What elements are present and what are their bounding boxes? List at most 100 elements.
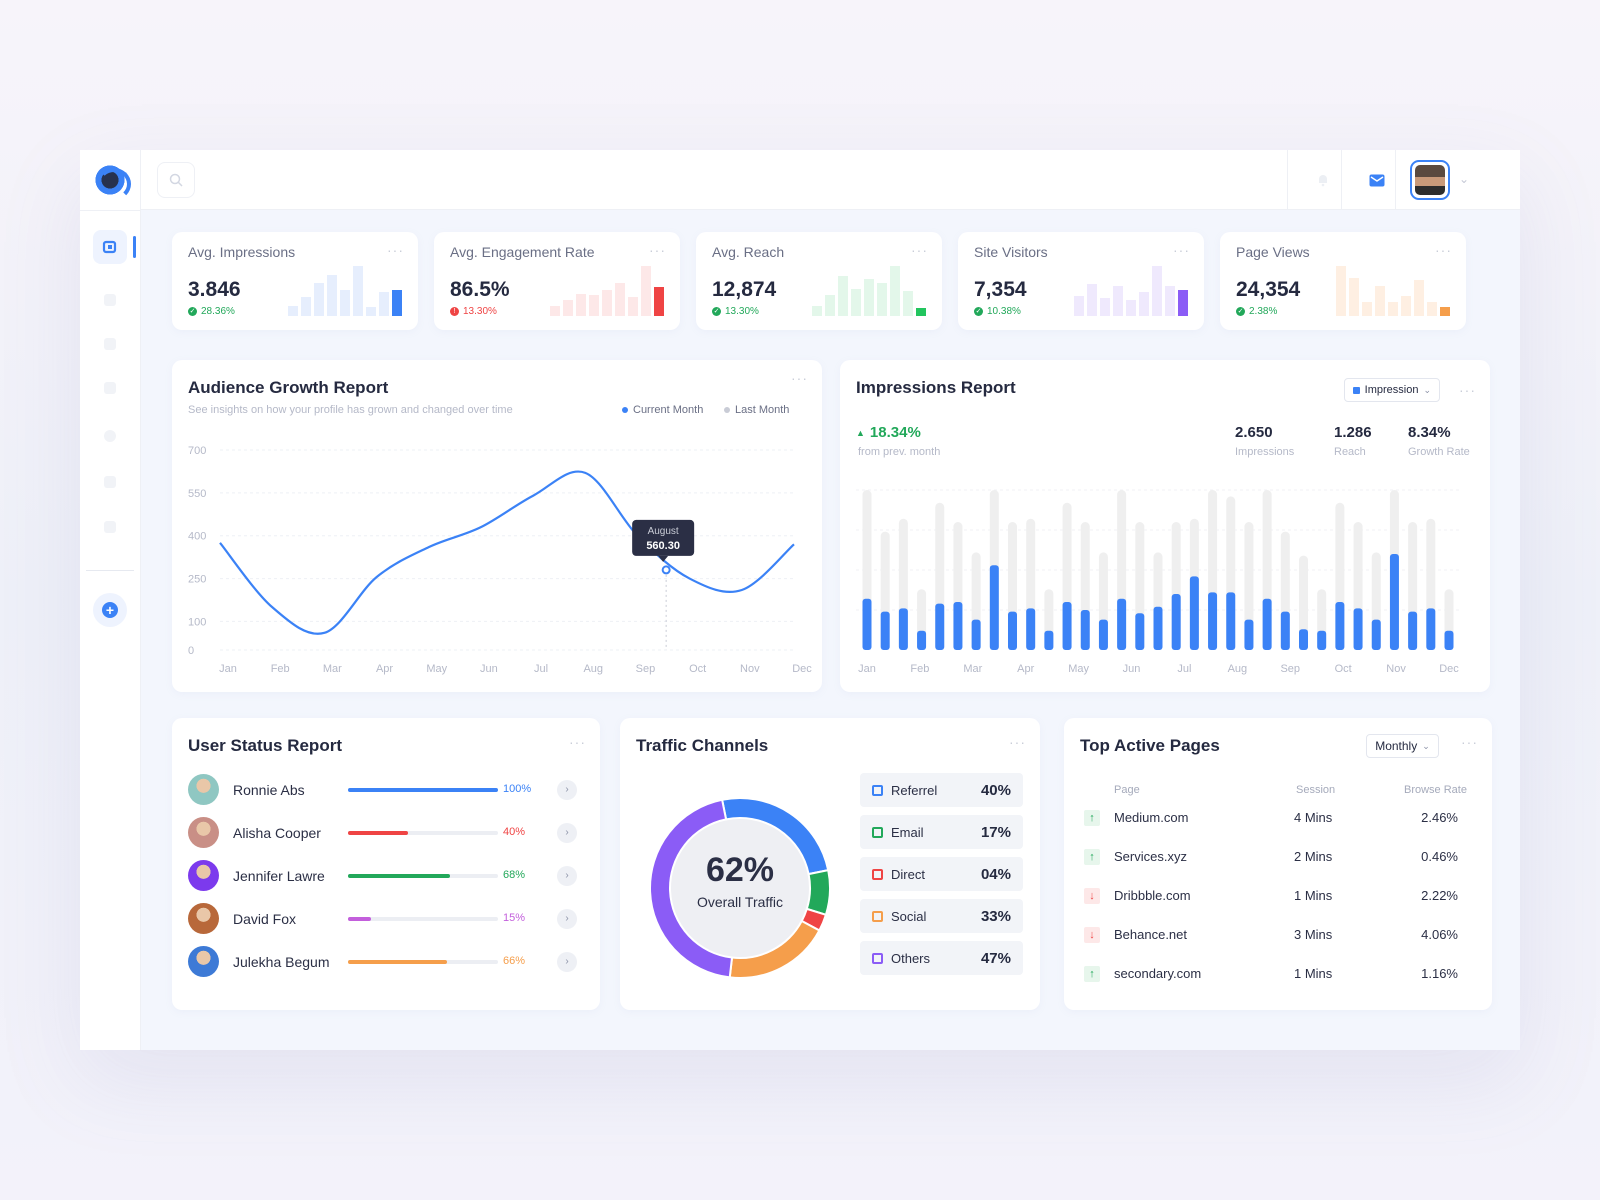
mini-bar [1087,284,1097,316]
table-row[interactable]: ↑ Medium.com 4 Mins 2.46% [1084,808,1474,828]
stat-change-value: 2.38% [1249,306,1278,317]
table-row[interactable]: ↓ Dribbble.com 1 Mins 2.22% [1084,886,1474,906]
user-row[interactable]: Julekha Begum 66% › [188,946,578,978]
add-button[interactable]: + [93,593,127,627]
sidebar-item-calendar[interactable] [93,371,127,405]
bar[interactable] [1280,611,1290,650]
logo-icon[interactable] [93,163,131,200]
channel-percentage: 40% [980,782,1011,799]
chevron-down-icon[interactable]: ⌄ [1459,172,1470,186]
search-button[interactable] [157,162,195,198]
bar[interactable] [1317,630,1327,650]
bar[interactable] [1098,619,1108,650]
sidebar-item-location[interactable] [93,419,127,453]
browse-rate: 4.06% [1421,927,1458,942]
user-row[interactable]: Ronnie Abs 100% › [188,774,578,806]
user-row[interactable]: David Fox 15% › [188,903,578,935]
bar[interactable] [1226,592,1236,650]
legend-last[interactable]: Last Month [724,404,789,416]
bar[interactable] [1299,629,1308,650]
more-icon[interactable]: ··· [1435,242,1452,258]
donut-slice[interactable] [649,798,734,979]
chevron-right-icon[interactable]: › [557,823,577,843]
page-name: secondary.com [1114,966,1202,981]
more-icon[interactable]: ··· [1009,734,1026,750]
line-series-current [219,470,795,635]
mini-bar [576,294,586,316]
bar[interactable] [1044,630,1054,650]
bar[interactable] [1008,611,1017,650]
channel-row[interactable]: Email 17% [860,815,1023,849]
bar[interactable] [917,630,927,650]
bar[interactable] [1408,611,1418,650]
bar[interactable] [1371,619,1381,650]
bar[interactable] [1353,608,1363,650]
user-row[interactable]: Alisha Cooper 40% › [188,817,578,849]
bar[interactable] [1135,613,1145,650]
bar[interactable] [1062,602,1072,650]
arrow-down-icon: ↓ [1084,888,1100,904]
stat-title: Page Views [1236,244,1310,260]
bar[interactable] [1208,592,1218,650]
more-icon[interactable]: ··· [1461,734,1478,750]
bar[interactable] [1426,608,1436,650]
more-icon[interactable]: ··· [911,242,928,258]
mini-bar-chart [550,264,664,316]
channel-row[interactable]: Others 47% [860,941,1023,975]
chevron-right-icon[interactable]: › [557,866,577,886]
table-row[interactable]: ↑ Services.xyz 2 Mins 0.46% [1084,847,1474,867]
bar[interactable] [1026,608,1036,650]
channel-row[interactable]: Direct 04% [860,857,1023,891]
bar[interactable] [989,565,999,650]
bar[interactable] [1389,554,1399,650]
more-icon[interactable]: ··· [1459,382,1476,398]
bar[interactable] [1335,602,1345,650]
bar[interactable] [1262,598,1272,650]
x-tick-label: Dec [792,663,812,675]
x-tick-label: Feb [910,663,929,675]
bar[interactable] [953,602,963,650]
bar[interactable] [1444,630,1454,650]
bar[interactable] [1117,598,1127,650]
highlight-point[interactable] [661,565,671,575]
sidebar-item-settings[interactable] [93,510,127,544]
chevron-right-icon[interactable]: › [557,952,577,972]
bar[interactable] [1153,606,1163,650]
sidebar-item-dashboard[interactable] [93,230,136,264]
sidebar-item-folders[interactable] [93,327,127,361]
bar[interactable] [1244,619,1254,650]
chevron-right-icon[interactable]: › [557,780,577,800]
more-icon[interactable]: ··· [1173,242,1190,258]
chevron-right-icon[interactable]: › [557,909,577,929]
channel-row[interactable]: Social 33% [860,899,1023,933]
channel-row[interactable]: Referrel 40% [860,773,1023,807]
bar[interactable] [1189,576,1199,650]
user-row[interactable]: Jennifer Lawre 68% › [188,860,578,892]
sidebar-item-send[interactable] [93,465,127,499]
legend-square [872,827,883,838]
notification-button[interactable] [1307,164,1339,196]
table-row[interactable]: ↑ secondary.com 1 Mins 1.16% [1084,964,1474,984]
bar[interactable] [880,611,890,650]
more-icon[interactable]: ··· [649,242,666,258]
settings-icon [104,521,116,533]
table-row[interactable]: ↓ Behance.net 3 Mins 4.06% [1084,925,1474,945]
more-icon[interactable]: ··· [569,734,586,750]
messages-button[interactable] [1361,164,1393,196]
bar[interactable] [1171,594,1181,650]
period-select[interactable]: Monthly ⌄ [1366,734,1439,758]
bar[interactable] [898,608,908,650]
sidebar-item-documents[interactable] [93,283,127,317]
profile-avatar[interactable] [1410,160,1450,200]
mini-bar [392,290,402,316]
bar[interactable] [935,603,945,650]
more-icon[interactable]: ··· [387,242,404,258]
page-name: Dribbble.com [1114,888,1191,903]
stat-change: ✓ 2.38% [1236,306,1277,317]
bar[interactable] [1080,610,1090,650]
bar[interactable] [971,619,981,650]
bar[interactable] [862,598,872,650]
legend-current[interactable]: Current Month [622,404,703,416]
more-icon[interactable]: ··· [791,370,808,386]
impression-select[interactable]: Impression ⌄ [1343,378,1440,402]
